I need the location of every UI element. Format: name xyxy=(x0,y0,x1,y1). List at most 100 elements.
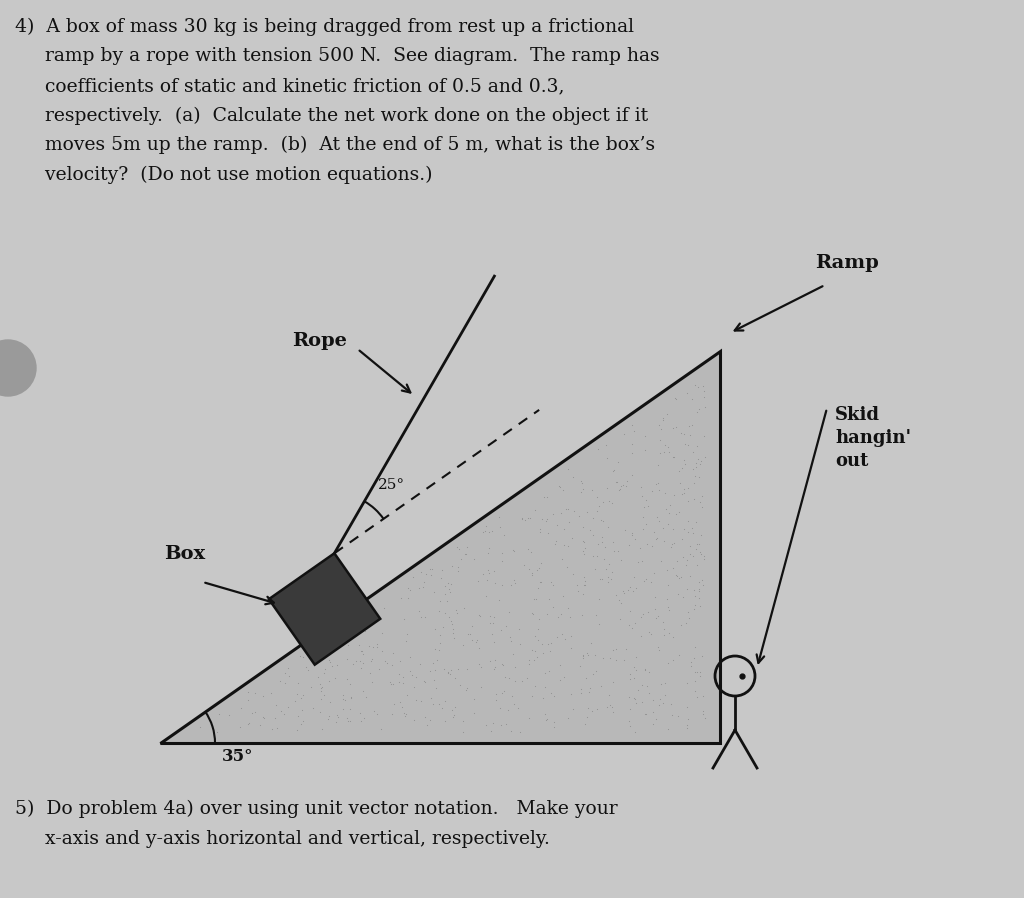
Point xyxy=(612,482,629,497)
Point xyxy=(492,520,508,534)
Point xyxy=(358,690,375,704)
Point xyxy=(490,509,507,524)
Point xyxy=(433,701,450,716)
Point xyxy=(480,525,497,540)
Point xyxy=(399,591,416,605)
Point xyxy=(677,437,693,452)
Point xyxy=(590,442,606,456)
Point xyxy=(577,717,593,731)
Point xyxy=(687,674,703,689)
Point xyxy=(655,445,672,460)
Point xyxy=(633,629,649,643)
Point xyxy=(627,533,643,547)
Point xyxy=(659,656,676,670)
Point xyxy=(534,556,550,570)
Point xyxy=(523,544,540,559)
Point xyxy=(478,718,495,732)
Point xyxy=(690,452,707,466)
Point xyxy=(527,643,544,657)
Point xyxy=(546,719,562,734)
Point xyxy=(679,700,695,715)
Point xyxy=(494,546,510,560)
Point xyxy=(496,527,512,541)
Point xyxy=(639,537,655,551)
Point xyxy=(635,499,651,514)
Point xyxy=(635,522,651,536)
Point xyxy=(612,595,629,610)
Point xyxy=(655,628,672,642)
Point xyxy=(637,663,653,677)
Point xyxy=(591,617,607,631)
Point xyxy=(503,724,519,738)
Point xyxy=(688,541,705,556)
Point xyxy=(610,482,627,497)
Point xyxy=(512,725,528,739)
Text: 25°: 25° xyxy=(378,478,404,492)
Point xyxy=(598,562,614,577)
Point xyxy=(468,635,484,649)
Point xyxy=(602,651,618,665)
Point xyxy=(344,657,360,672)
Point xyxy=(646,566,663,580)
Point xyxy=(652,446,669,461)
Point xyxy=(591,499,607,514)
Point xyxy=(589,701,605,716)
Point xyxy=(193,719,209,734)
Point xyxy=(638,493,654,507)
Point xyxy=(656,534,673,549)
Polygon shape xyxy=(160,351,720,743)
Point xyxy=(431,594,447,608)
Point xyxy=(488,692,505,707)
Point xyxy=(458,547,474,561)
Point xyxy=(407,680,423,694)
Point xyxy=(295,650,311,665)
Point xyxy=(685,475,701,489)
Point xyxy=(685,549,701,563)
Point xyxy=(446,709,463,723)
Point xyxy=(494,685,510,700)
Point xyxy=(531,575,548,589)
Point xyxy=(312,677,329,691)
Point xyxy=(687,684,703,699)
Point xyxy=(444,709,461,724)
Point xyxy=(647,590,664,604)
Point xyxy=(321,638,337,653)
Point xyxy=(524,689,541,703)
Point xyxy=(653,553,670,568)
Point xyxy=(520,510,537,524)
Point xyxy=(574,482,591,497)
Point xyxy=(464,632,480,647)
Point xyxy=(577,577,593,592)
Point xyxy=(329,625,345,639)
Point xyxy=(650,418,667,432)
Point xyxy=(564,531,581,545)
Point xyxy=(314,680,331,694)
Point xyxy=(313,721,330,735)
Point xyxy=(618,474,635,489)
Point xyxy=(418,567,434,581)
Point xyxy=(671,464,687,479)
Point xyxy=(408,692,424,707)
Point xyxy=(665,652,681,666)
Point xyxy=(364,675,380,690)
Point xyxy=(594,514,610,528)
Point xyxy=(604,565,621,579)
Point xyxy=(374,644,390,658)
Point xyxy=(480,541,497,555)
Point xyxy=(566,504,583,518)
Point xyxy=(696,384,713,399)
Point xyxy=(627,691,643,706)
Point xyxy=(652,677,669,691)
Point xyxy=(536,490,552,505)
Text: coefficients of static and kinetic friction of 0.5 and 0.3,: coefficients of static and kinetic frict… xyxy=(15,77,564,95)
Point xyxy=(399,688,416,702)
Point xyxy=(422,665,438,679)
Point xyxy=(553,606,569,621)
Point xyxy=(546,689,562,703)
Point xyxy=(675,589,691,603)
Point xyxy=(628,649,644,664)
Point xyxy=(585,666,601,681)
Point xyxy=(339,672,355,686)
Point xyxy=(659,600,676,614)
Point xyxy=(665,630,681,645)
